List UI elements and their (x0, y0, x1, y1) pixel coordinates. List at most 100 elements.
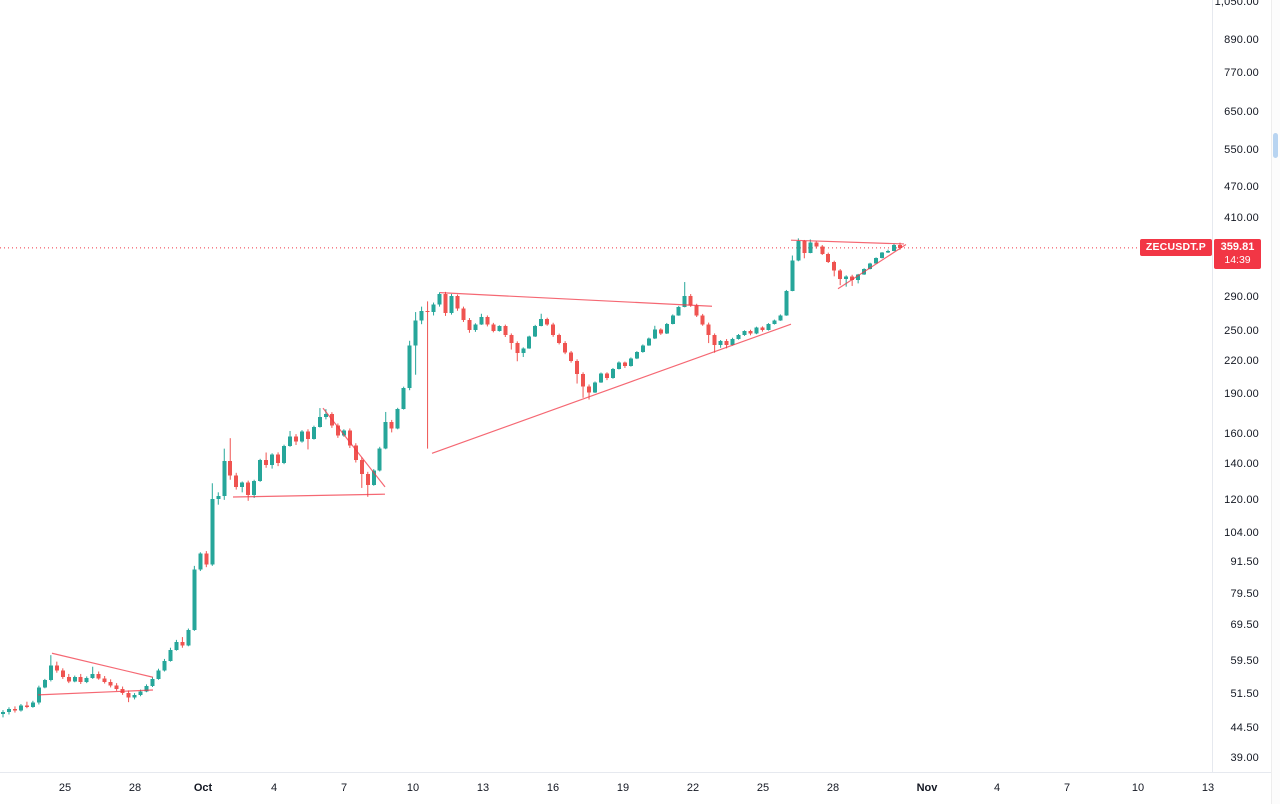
candle (700, 313, 705, 326)
candle (425, 301, 430, 449)
candle (509, 333, 514, 350)
candle (353, 443, 358, 463)
candle (192, 565, 197, 631)
time-axis[interactable]: 25 28 Oct 4 7 10 13 16 19 22 25 28 Nov 4 7 10 13 (0, 772, 1280, 804)
time-axis-label: 7 (1063, 782, 1071, 794)
candle (234, 472, 239, 490)
candle (730, 337, 735, 346)
price-axis-label: 550.00 (1224, 144, 1259, 157)
candle (640, 344, 645, 353)
browser-scrollbar[interactable] (1271, 0, 1280, 804)
candle (108, 679, 113, 688)
candle (276, 452, 281, 467)
candle (270, 453, 275, 469)
candle (317, 408, 322, 428)
candle (78, 673, 83, 684)
candle (533, 324, 538, 337)
price-axis-label: 290.00 (1224, 291, 1259, 304)
candle (84, 676, 89, 684)
candle (539, 313, 544, 327)
scrollbar-thumb[interactable] (1273, 133, 1278, 158)
candle (485, 315, 490, 327)
bar-countdown: 14:39 (1224, 254, 1251, 266)
price-axis-label: 91.50 (1230, 556, 1259, 569)
candle (431, 302, 436, 316)
candle (670, 314, 675, 325)
candle (407, 340, 412, 391)
candle (282, 444, 287, 465)
candle (449, 293, 454, 315)
trendline-drawing[interactable] (790, 239, 905, 245)
price-axis-label: 44.50 (1230, 721, 1259, 734)
candle (874, 257, 879, 264)
candle (545, 317, 550, 326)
candle (126, 690, 131, 703)
candle (491, 322, 496, 333)
candle (335, 423, 340, 438)
price-axis-label: 160.00 (1224, 427, 1259, 440)
candle (413, 312, 418, 375)
candle (6, 707, 11, 715)
trendline-drawing[interactable] (232, 493, 386, 498)
candle (599, 372, 603, 383)
candle (581, 372, 586, 398)
candle (850, 274, 855, 286)
candle (563, 341, 568, 355)
trendline-drawing[interactable] (439, 292, 713, 307)
candle (180, 637, 185, 648)
candle (814, 241, 819, 249)
symbol-price-line-label: ZECUSDT.P (1139, 239, 1212, 256)
candle (174, 639, 179, 651)
trendline-drawing[interactable] (431, 323, 792, 454)
trendline-drawing[interactable] (837, 244, 907, 290)
candle (658, 328, 663, 335)
candle (844, 275, 849, 287)
trendline-drawing[interactable] (322, 407, 386, 488)
candlestick-chart[interactable] (0, 0, 1212, 772)
candle (820, 245, 825, 255)
trendline-drawing[interactable] (37, 689, 154, 696)
time-axis-label: 22 (686, 782, 700, 794)
candle (610, 367, 615, 379)
last-price-label: 359.81 14:39 (1214, 239, 1261, 269)
candle (24, 701, 29, 709)
candle (144, 684, 149, 693)
candle (252, 479, 257, 498)
candle (48, 655, 53, 682)
candle (664, 322, 669, 334)
chart-plot[interactable] (0, 0, 1212, 772)
candle (790, 255, 795, 292)
time-axis-label: 4 (993, 782, 1001, 794)
candle (754, 326, 759, 335)
price-axis-label: 770.00 (1224, 67, 1259, 80)
candle (838, 269, 843, 286)
candle (401, 386, 406, 410)
candle (162, 658, 167, 672)
time-axis-label: 25 (58, 782, 72, 794)
price-axis-label: 120.00 (1224, 493, 1259, 506)
candle (114, 683, 119, 691)
price-axis-label: 650.00 (1224, 106, 1259, 119)
candle (228, 438, 233, 480)
time-axis-label: 10 (1131, 782, 1145, 794)
candle (132, 693, 137, 700)
price-axis[interactable]: 1,050.00 890.00 770.00 650.00 550.00 470.00 41… (1212, 0, 1272, 772)
candle (766, 323, 771, 331)
candle (258, 458, 263, 482)
candle (294, 434, 299, 446)
candle (515, 341, 520, 362)
candle (90, 666, 95, 679)
candle (593, 381, 598, 393)
price-axis-label: 104.00 (1224, 526, 1259, 539)
candle (527, 335, 532, 349)
candle (222, 448, 227, 500)
trendline-drawing[interactable] (51, 652, 154, 678)
price-axis-label: 220.00 (1224, 354, 1259, 367)
candle (377, 446, 382, 472)
candle (826, 252, 831, 264)
candle (216, 492, 221, 505)
price-axis-label: 890.00 (1224, 34, 1259, 46)
candle (748, 329, 753, 336)
candle (210, 483, 215, 566)
candle (742, 330, 747, 336)
